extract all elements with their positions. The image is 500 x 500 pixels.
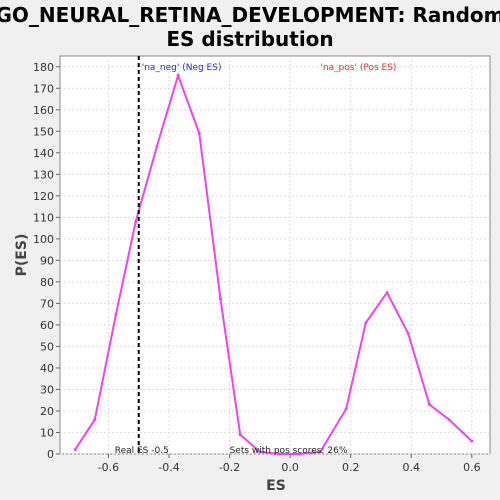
series-point xyxy=(406,332,410,336)
series-point xyxy=(258,450,262,454)
y-tick-label: 110 xyxy=(33,211,54,224)
y-tick-label: 150 xyxy=(33,125,54,138)
neg-es-annotation: 'na_neg' (Neg ES) xyxy=(142,63,222,73)
x-tick-label: -0.2 xyxy=(219,461,240,474)
ticks-layer: 0 10 20 30 40 50 60 70 80 90 100 110 120 130 140 150 160… xyxy=(33,61,481,474)
y-tick-label: 120 xyxy=(33,190,54,203)
y-tick-label: 90 xyxy=(40,254,54,267)
y-tick-label: 60 xyxy=(40,319,54,332)
series-point xyxy=(447,418,451,422)
chart-title-line1: GO_NEURAL_RETINA_DEVELOPMENT: Random xyxy=(0,3,500,27)
x-axis-label: ES xyxy=(266,478,286,494)
x-tick-label: -0.6 xyxy=(98,461,119,474)
series-point xyxy=(427,403,431,407)
series-point xyxy=(318,450,322,454)
series-point xyxy=(134,220,138,224)
y-tick-label: 180 xyxy=(33,61,54,74)
series-point xyxy=(218,297,222,301)
y-tick-label: 140 xyxy=(33,147,54,160)
y-tick-label: 30 xyxy=(40,383,54,396)
series-point xyxy=(344,407,348,411)
series-point xyxy=(238,433,242,437)
series-point xyxy=(385,291,389,295)
series-layer xyxy=(73,72,474,456)
y-tick-label: 50 xyxy=(40,340,54,353)
y-tick-label: 20 xyxy=(40,405,54,418)
y-tick-label: 170 xyxy=(33,82,54,95)
series-point xyxy=(73,448,77,452)
series-point xyxy=(114,312,118,316)
y-tick-label: 0 xyxy=(47,448,54,461)
pos-es-annotation: 'na_pos' (Pos ES) xyxy=(320,63,396,73)
plot-area xyxy=(59,55,491,455)
series-point xyxy=(278,452,282,456)
real-es-annotation: Real ES -0.5 xyxy=(115,446,169,456)
x-tick-label: 0.0 xyxy=(281,461,299,474)
series-point xyxy=(297,452,301,456)
series-point xyxy=(364,321,368,325)
series-point xyxy=(93,418,97,422)
series-point xyxy=(197,131,201,135)
series-line xyxy=(74,72,473,455)
series-point xyxy=(176,73,180,77)
x-tick-label: -0.4 xyxy=(158,461,179,474)
y-tick-label: 70 xyxy=(40,297,54,310)
y-tick-label: 160 xyxy=(33,104,54,117)
x-tick-label: 0.2 xyxy=(342,461,360,474)
y-tick-label: 80 xyxy=(40,276,54,289)
y-tick-label: 10 xyxy=(40,426,54,439)
series-point xyxy=(155,144,159,148)
chart-title-line2: ES distribution xyxy=(166,27,333,51)
y-tick-label: 130 xyxy=(33,168,54,181)
y-axis-label: P(ES) xyxy=(14,234,30,277)
x-tick-label: 0.6 xyxy=(463,461,481,474)
series-point xyxy=(470,439,474,443)
y-tick-label: 40 xyxy=(40,362,54,375)
x-tick-label: 0.4 xyxy=(403,461,421,474)
y-tick-label: 100 xyxy=(33,233,54,246)
pos-scores-annotation: Sets with pos scores: 26% xyxy=(230,446,348,456)
